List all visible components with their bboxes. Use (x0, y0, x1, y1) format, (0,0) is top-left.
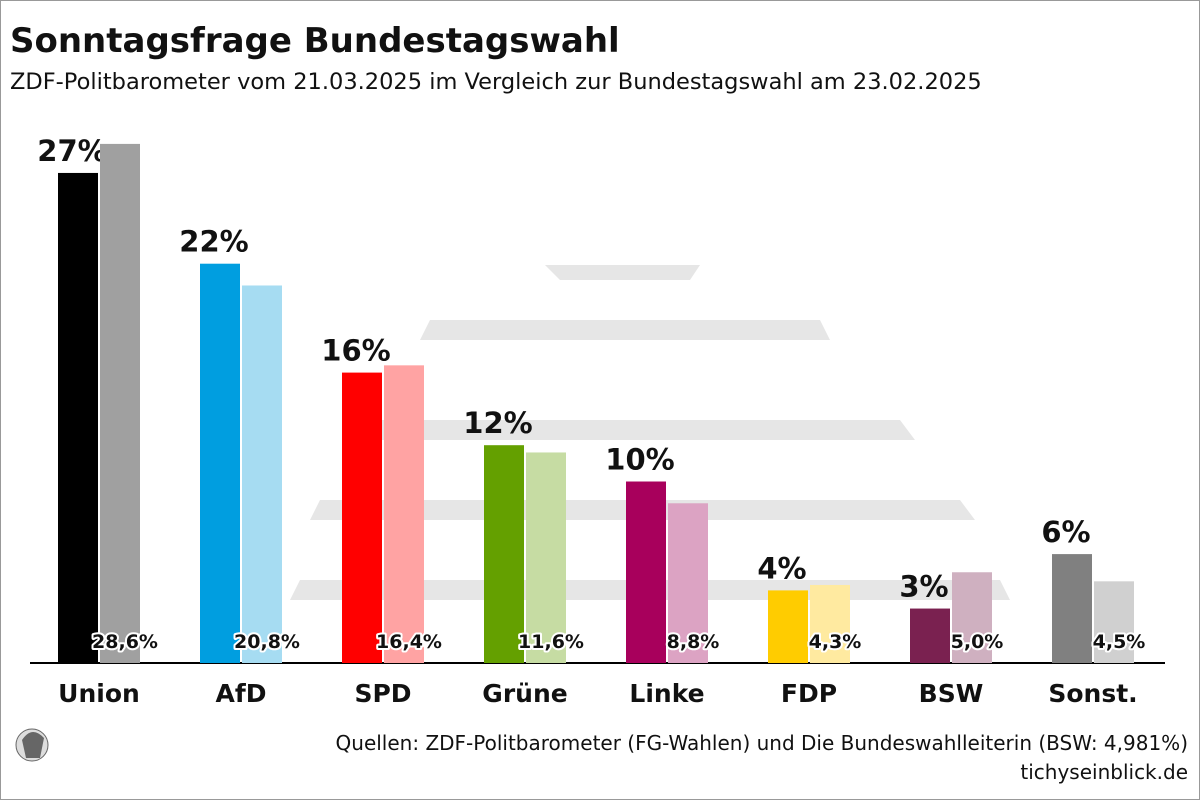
poll-label: 27% (37, 134, 106, 168)
poll-bar (484, 445, 524, 663)
poll-bar (58, 172, 98, 663)
election-label: 5,0% (951, 631, 1004, 653)
x-tick-label: Linke (629, 679, 704, 708)
poll-bar (200, 263, 240, 663)
election-label: 20,8% (234, 631, 300, 653)
credit: tichyseinblick.de (1020, 760, 1188, 784)
poll-label: 16% (321, 334, 390, 368)
election-label: 28,6% (92, 631, 158, 653)
election-label: 11,6% (518, 631, 584, 653)
election-bar (526, 452, 566, 663)
poll-label: 10% (605, 443, 674, 477)
x-tick-label: BSW (919, 679, 984, 708)
x-tick-label: Union (58, 679, 140, 708)
poll-bar (768, 590, 808, 663)
chart-subtitle: ZDF-Politbarometer vom 21.03.2025 im Ver… (10, 69, 982, 95)
logo (15, 728, 49, 762)
x-tick-label: FDP (781, 679, 837, 708)
x-tick-label: AfD (216, 679, 267, 708)
watermark (290, 265, 1010, 600)
election-label: 16,4% (376, 631, 442, 653)
poll-label: 4% (757, 551, 806, 585)
election-bar (100, 143, 140, 663)
election-label: 4,5% (1093, 631, 1146, 653)
election-bar (384, 365, 424, 663)
poll-label: 22% (179, 225, 248, 259)
x-tick-label: Sonst. (1048, 679, 1137, 708)
poll-bar (910, 608, 950, 663)
election-label: 8,8% (667, 631, 720, 653)
poll-label: 12% (463, 406, 532, 440)
x-tick-label: SPD (354, 679, 411, 708)
election-bar (242, 285, 282, 663)
poll-label: 6% (1041, 515, 1090, 549)
poll-bar (1052, 554, 1092, 663)
poll-label: 3% (899, 570, 948, 604)
poll-bar (626, 481, 666, 663)
election-bar (668, 503, 708, 663)
election-bar (1094, 581, 1134, 663)
election-bar (810, 584, 850, 663)
election-bar (952, 572, 992, 663)
x-tick-label: Grüne (482, 679, 567, 708)
election-label: 4,3% (809, 631, 862, 653)
source-note: Quellen: ZDF-Politbarometer (FG-Wahlen) … (336, 731, 1188, 755)
poll-bar (342, 372, 382, 663)
chart-title: Sonntagsfrage Bundestagswahl (10, 21, 620, 61)
